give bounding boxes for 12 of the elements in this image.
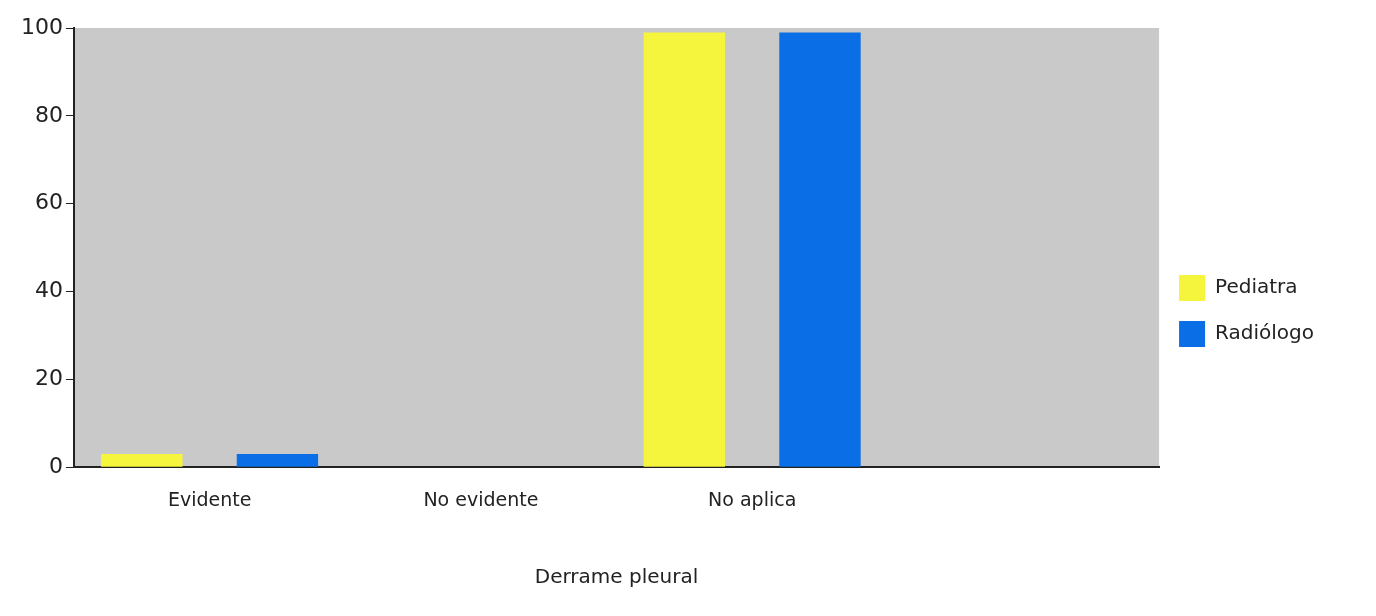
y-tick-label: 40: [34, 277, 63, 303]
x-axis-title: Derrame pleural: [534, 564, 699, 589]
x-tick-label: Evidente: [167, 487, 252, 510]
y-tick-label: 20: [34, 365, 63, 391]
x-tick-label: No evidente: [423, 487, 539, 510]
legend-label: Pediatra: [1215, 274, 1298, 299]
legend-label: Radiólogo: [1215, 320, 1315, 345]
y-tick-label: 80: [34, 101, 63, 127]
y-tick-label: 0: [48, 452, 63, 478]
x-tick-label: No aplica: [708, 487, 797, 510]
y-tick-label: 100: [20, 13, 63, 39]
y-tick-label: 60: [34, 189, 63, 215]
